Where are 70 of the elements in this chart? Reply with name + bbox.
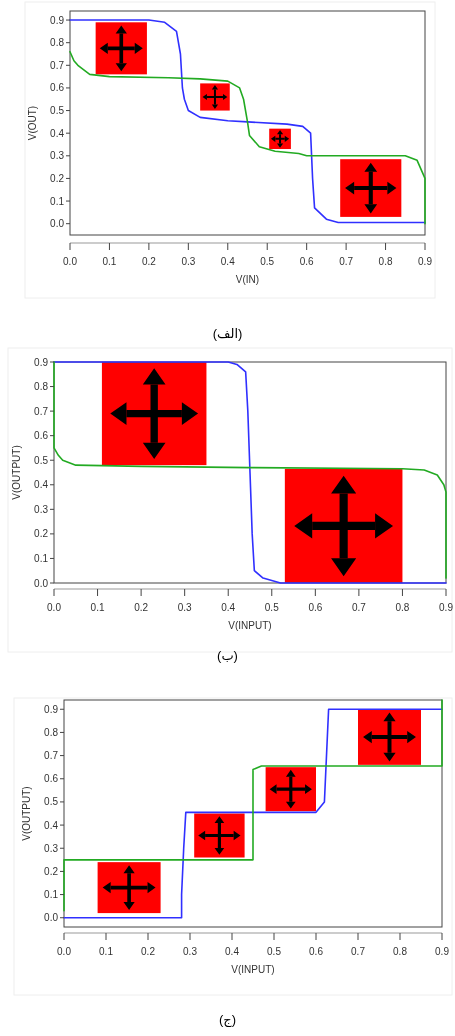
x-tick-label: 0.8 (395, 602, 410, 613)
y-tick-label: 0.3 (44, 842, 59, 854)
x-tick-label: 0.8 (378, 256, 393, 267)
y-axis-title: V(OUTPUT) (21, 786, 32, 841)
y-tick-label: 0.6 (50, 82, 65, 94)
y-axis-title: V(OUT) (27, 105, 38, 141)
y-tick-label: 0.4 (34, 479, 49, 491)
x-tick-label: 0.5 (260, 256, 275, 267)
x-tick-label: 0.2 (134, 602, 149, 613)
text: (ج) (218, 1012, 237, 1028)
x-tick-label: 0.6 (299, 256, 315, 267)
x-tick-label: 0.5 (264, 602, 280, 613)
x-tick-label: 0.5 (267, 946, 282, 957)
x-tick-label: 0.1 (99, 946, 114, 957)
x-tick-label: 0.2 (141, 946, 156, 957)
x-tick-label: 0.3 (181, 256, 196, 267)
y-tick-label: 0.9 (34, 356, 49, 368)
x-axis-title: V(INPUT) (231, 964, 275, 975)
y-tick-label: 0.6 (44, 773, 59, 785)
x-tick-label: 0.4 (220, 256, 236, 267)
x-tick-label: 0.1 (90, 602, 105, 613)
y-tick-label: 0.6 (34, 430, 49, 442)
y-tick-label: 0.1 (34, 552, 49, 564)
text: (ب) (217, 648, 238, 663)
text: (الف) (212, 326, 243, 341)
y-tick-label: 0.2 (44, 865, 59, 877)
x-tick-label: 0.6 (308, 602, 323, 613)
x-tick-label: 0.4 (225, 946, 240, 957)
x-tick-label: 0.9 (435, 946, 450, 957)
line-series (69, 19, 426, 224)
y-tick-label: 0.7 (34, 405, 49, 417)
y-tick-label: 0.0 (50, 218, 65, 230)
y-tick-label: 0.0 (34, 577, 49, 589)
y-tick-label: 0.0 (44, 912, 59, 924)
x-tick-label: 0.3 (183, 946, 198, 957)
x-tick-label: 0.7 (351, 946, 366, 957)
line-series (69, 50, 426, 225)
y-tick-label: 0.3 (50, 150, 65, 162)
y-tick-label: 0.8 (50, 37, 65, 49)
x-tick-label: 0.0 (63, 256, 78, 267)
y-axis-title: V(OUTPUT) (11, 445, 22, 500)
y-tick-label: 0.1 (44, 889, 59, 901)
y-tick-label: 0.8 (44, 726, 59, 738)
y-tick-label: 0.9 (50, 14, 65, 26)
y-tick-label: 0.3 (34, 503, 49, 515)
x-axis-title: V(INPUT) (228, 620, 272, 631)
y-tick-label: 0.5 (34, 454, 49, 466)
y-tick-label: 0.9 (44, 703, 59, 715)
x-tick-label: 0.9 (439, 602, 454, 613)
x-tick-label: 0.7 (351, 602, 367, 613)
x-tick-label: 0.6 (309, 946, 324, 957)
x-tick-label: 0.4 (221, 602, 236, 613)
x-tick-label: 0.0 (57, 946, 72, 957)
x-axis-title: V(IN) (235, 274, 260, 285)
x-tick-label: 0.7 (339, 256, 354, 267)
x-tick-label: 0.9 (418, 256, 433, 267)
y-tick-label: 0.2 (34, 528, 49, 540)
y-tick-label: 0.1 (50, 195, 65, 207)
y-tick-label: 0.8 (34, 381, 49, 393)
y-tick-label: 0.5 (50, 105, 65, 117)
y-tick-label: 0.5 (44, 796, 59, 808)
y-tick-label: 0.7 (50, 59, 65, 71)
x-tick-label: 0.1 (102, 256, 117, 267)
y-tick-label: 0.7 (44, 750, 59, 762)
x-tick-label: 0.8 (393, 946, 408, 957)
y-tick-label: 0.4 (44, 819, 59, 831)
y-tick-label: 0.2 (50, 172, 65, 184)
x-tick-label: 0.2 (141, 256, 157, 267)
x-tick-label: 0.3 (177, 602, 193, 613)
y-tick-label: 0.4 (50, 127, 65, 139)
